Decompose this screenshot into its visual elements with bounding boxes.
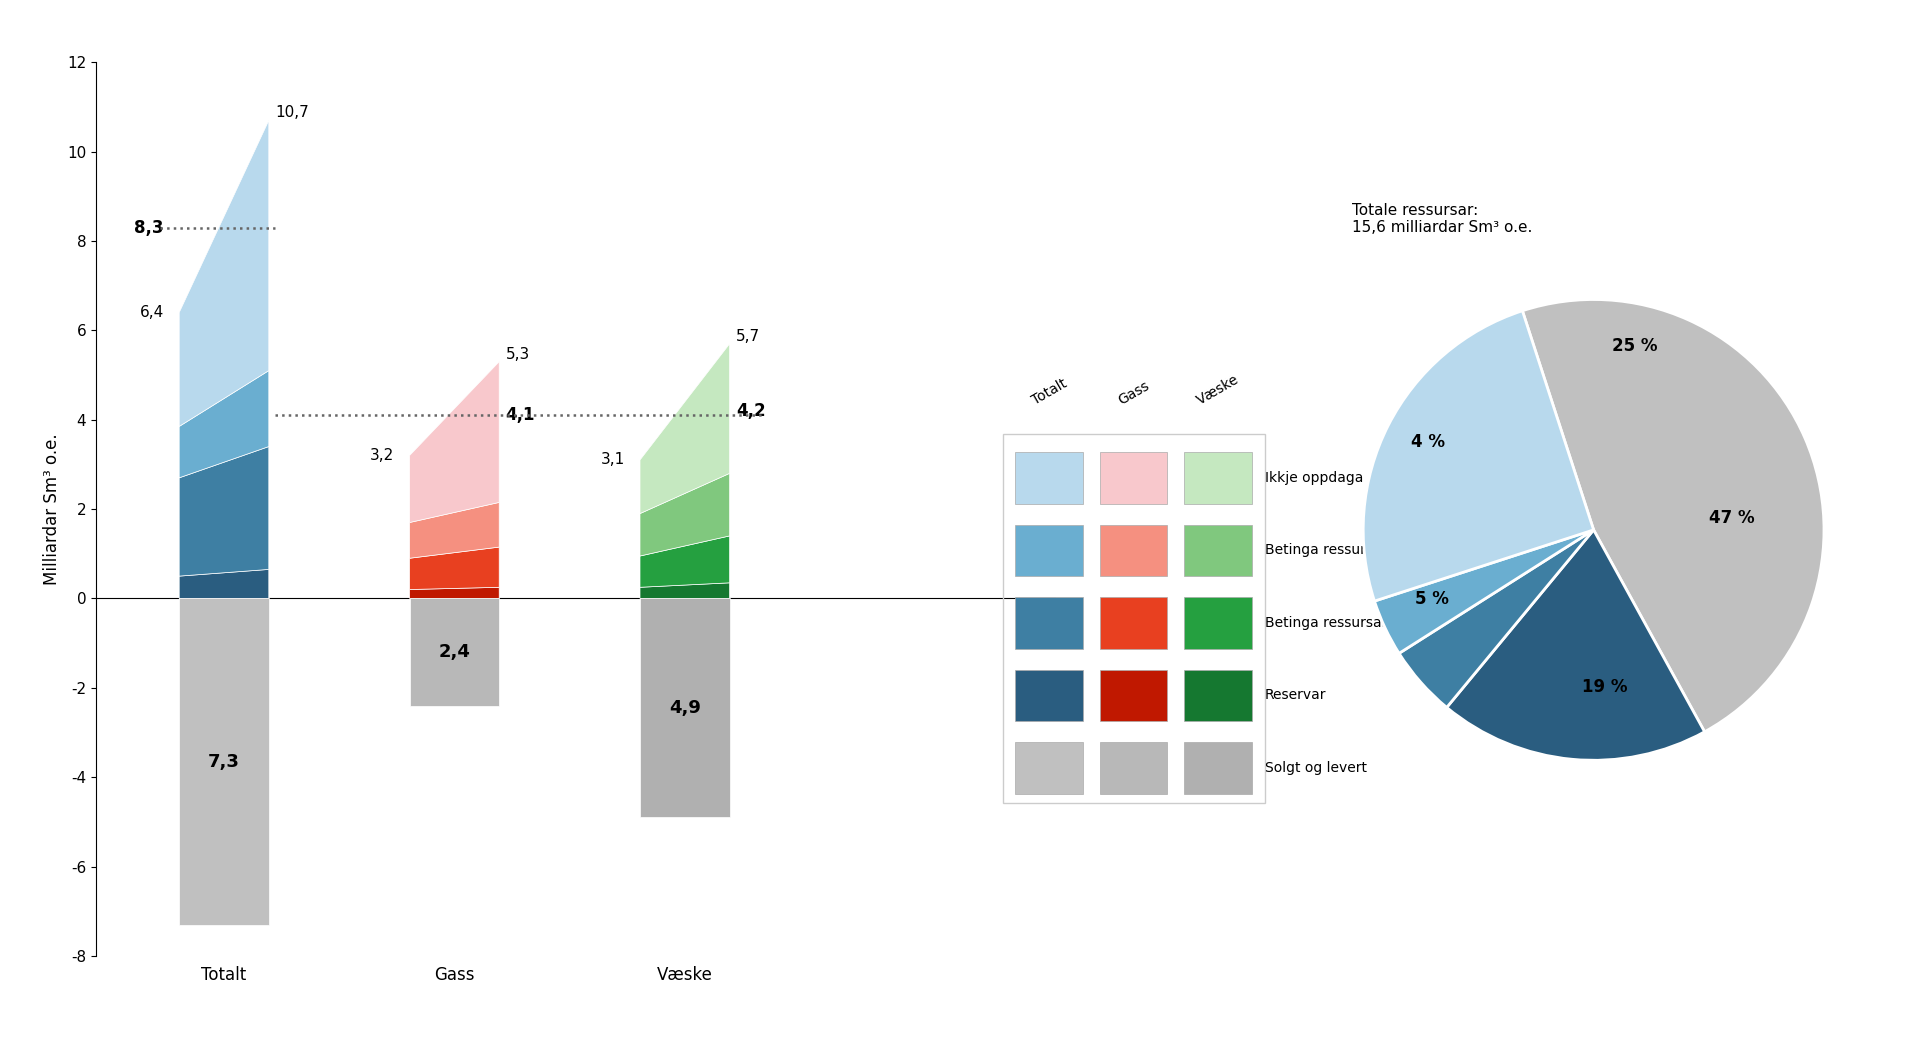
Polygon shape <box>639 344 730 513</box>
Text: 4 %: 4 % <box>1411 433 1444 451</box>
Polygon shape <box>639 536 730 587</box>
Polygon shape <box>639 583 730 598</box>
Bar <box>1002 433 1265 803</box>
Text: 5,7: 5,7 <box>735 328 760 344</box>
Text: 7,3: 7,3 <box>207 752 240 771</box>
Bar <box>1016 525 1083 576</box>
Text: Ikkje oppdaga ressursar: Ikkje oppdaga ressursar <box>1265 471 1432 485</box>
Bar <box>1185 525 1252 576</box>
Y-axis label: Milliardar Sm³ o.e.: Milliardar Sm³ o.e. <box>44 433 61 585</box>
Bar <box>1185 670 1252 721</box>
Text: Totale ressursar:
15,6 milliardar Sm³ o.e.: Totale ressursar: 15,6 milliardar Sm³ o.… <box>1352 203 1532 235</box>
Wedge shape <box>1523 299 1824 731</box>
Wedge shape <box>1363 311 1594 602</box>
Bar <box>1016 597 1083 648</box>
Polygon shape <box>179 447 269 576</box>
Text: 47 %: 47 % <box>1709 509 1755 528</box>
Polygon shape <box>179 598 269 925</box>
Polygon shape <box>179 371 269 478</box>
Bar <box>1100 742 1167 794</box>
Bar <box>1100 670 1167 721</box>
Text: 8,3: 8,3 <box>134 218 163 237</box>
Polygon shape <box>179 121 269 426</box>
Text: 4,1: 4,1 <box>505 406 536 424</box>
Text: Gass: Gass <box>1116 379 1152 407</box>
Text: 25 %: 25 % <box>1613 337 1657 354</box>
Text: Solgt og levert: Solgt og levert <box>1265 761 1367 775</box>
Text: 4,2: 4,2 <box>735 402 766 420</box>
Text: Betinga ressursar i felt: Betinga ressursar i felt <box>1265 616 1423 630</box>
Bar <box>1016 742 1083 794</box>
Text: 6,4: 6,4 <box>140 305 163 320</box>
Polygon shape <box>409 587 499 598</box>
Text: 19 %: 19 % <box>1582 677 1628 695</box>
Wedge shape <box>1448 530 1705 761</box>
Text: 5,3: 5,3 <box>505 347 530 362</box>
Text: 10,7: 10,7 <box>275 105 309 121</box>
Polygon shape <box>409 362 499 523</box>
Polygon shape <box>179 569 269 598</box>
Bar <box>1100 597 1167 648</box>
Text: Totalt: Totalt <box>1029 376 1069 407</box>
Bar <box>1185 742 1252 794</box>
Text: Betinga ressursar i funn: Betinga ressursar i funn <box>1265 543 1430 557</box>
Polygon shape <box>409 598 499 705</box>
Polygon shape <box>409 503 499 558</box>
Bar <box>1016 670 1083 721</box>
Text: 2,4: 2,4 <box>438 643 470 661</box>
Text: Reservar: Reservar <box>1265 689 1327 702</box>
Bar <box>1016 452 1083 504</box>
Text: 3,1: 3,1 <box>601 452 624 468</box>
Wedge shape <box>1375 530 1594 654</box>
Text: 4,9: 4,9 <box>668 699 701 717</box>
Polygon shape <box>639 598 730 818</box>
Bar <box>1100 525 1167 576</box>
Wedge shape <box>1400 530 1594 708</box>
Text: 3,2: 3,2 <box>371 448 394 463</box>
Polygon shape <box>639 474 730 556</box>
Bar <box>1100 452 1167 504</box>
Polygon shape <box>409 548 499 589</box>
Text: Væske: Væske <box>1194 373 1242 407</box>
Bar <box>1185 452 1252 504</box>
Bar <box>1185 597 1252 648</box>
Text: 5 %: 5 % <box>1415 590 1450 608</box>
